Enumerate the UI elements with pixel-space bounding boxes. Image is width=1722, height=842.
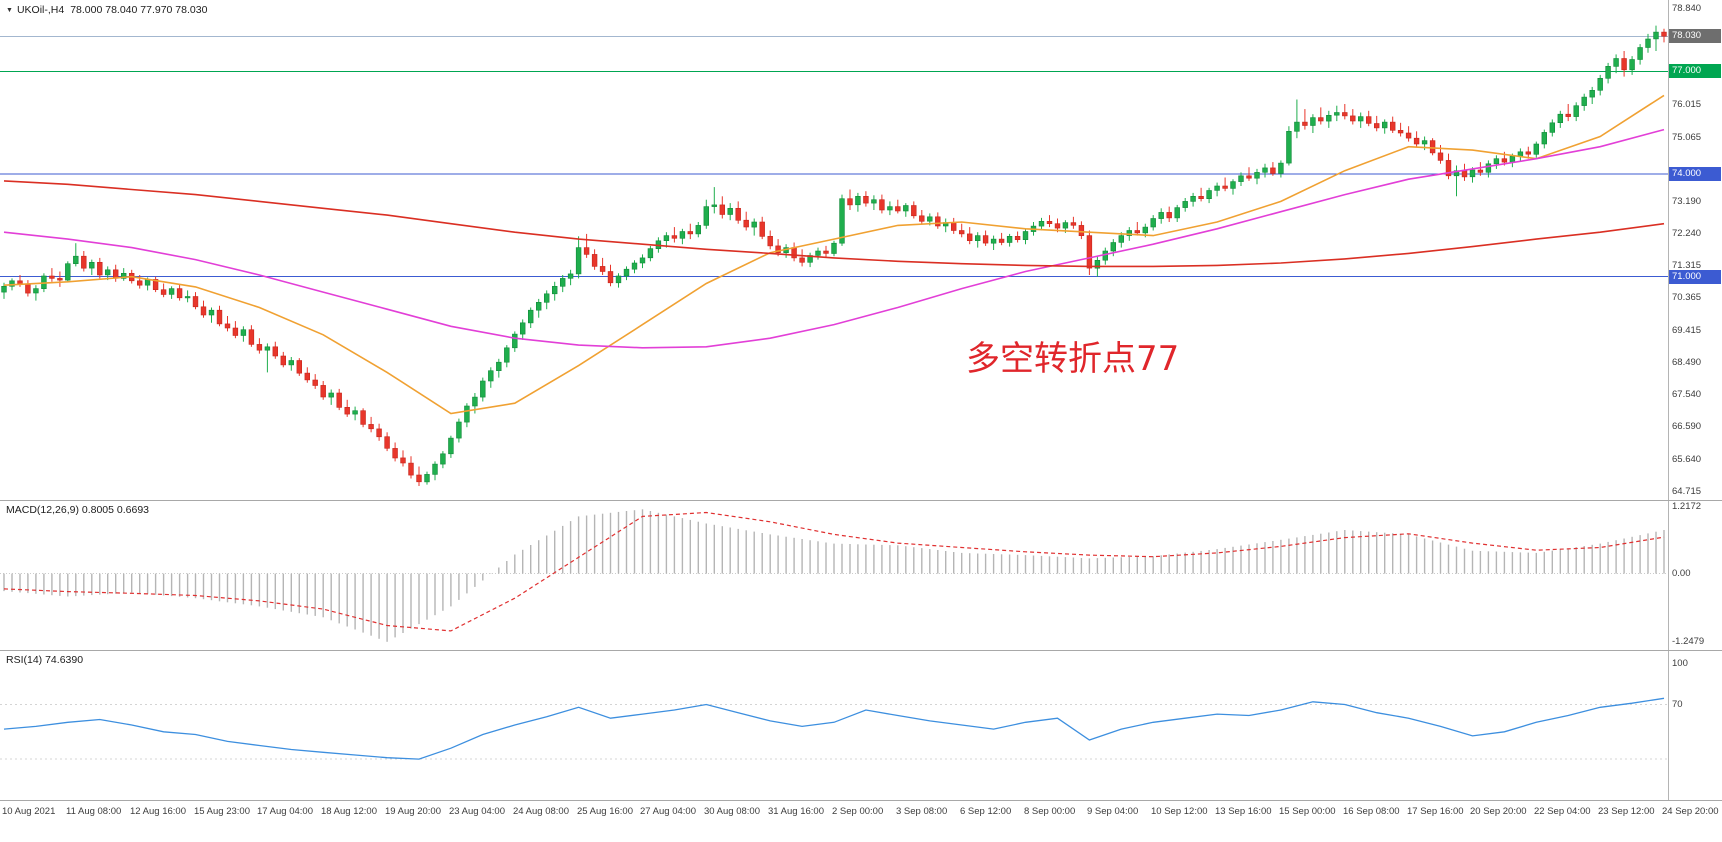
time-axis-label: 23 Sep 12:00 [1598, 806, 1655, 817]
panel-splitter[interactable] [0, 650, 1722, 653]
time-axis-label: 24 Aug 08:00 [513, 806, 569, 817]
time-axis-label: 22 Sep 04:00 [1534, 806, 1591, 817]
price-axis-label: 75.065 [1672, 132, 1702, 143]
time-axis-label: 25 Aug 16:00 [577, 806, 633, 817]
time-axis-label: 13 Sep 16:00 [1215, 806, 1272, 817]
ma-fast-orange [3, 94, 1665, 415]
time-axis-label: 17 Sep 16:00 [1407, 806, 1464, 817]
price-level-box-78.030: 78.030 [1668, 29, 1721, 43]
candles-layer [1, 25, 1667, 486]
price-chart-panel[interactable]: ▼ UKOil-,H4 78.000 78.040 77.970 78.030 78… [0, 0, 1722, 500]
time-axis-label: 18 Aug 12:00 [321, 806, 377, 817]
time-axis-label: 16 Sep 08:00 [1343, 806, 1400, 817]
price-axis-label: 68.490 [1672, 357, 1702, 368]
price-axis-label: 76.015 [1672, 99, 1702, 110]
chart-dropdown-arrow-icon[interactable]: ▼ [6, 7, 13, 14]
time-axis-label: 11 Aug 08:00 [66, 806, 122, 817]
price-axis-label: 67.540 [1672, 389, 1702, 400]
time-axis-label: 6 Sep 12:00 [960, 806, 1012, 817]
rsi-axis-label: 70 [1672, 699, 1683, 710]
rsi-line [3, 697, 1665, 760]
rsi-indicator-panel[interactable]: RSI(14) 74.6390 100 70 [0, 650, 1722, 800]
time-axis-label: 19 Aug 20:00 [385, 806, 441, 817]
rsi-indicator-label: RSI(14) 74.6390 [6, 654, 84, 666]
price-axis-label: 70.365 [1672, 292, 1702, 303]
time-axis-label: 17 Aug 04:00 [257, 806, 313, 817]
ma-mid-magenta [3, 128, 1665, 349]
macd-axis: 1.2172 0.00 -1.2479 [1668, 500, 1722, 650]
time-axis-label: 15 Sep 00:00 [1279, 806, 1336, 817]
time-axis-label: 10 Sep 12:00 [1151, 806, 1208, 817]
price-axis-label: 73.190 [1672, 196, 1702, 207]
macd-signal-line [3, 511, 1665, 632]
price-level-box-74.000: 74.000 [1668, 167, 1721, 181]
time-axis-label: 10 Aug 2021 [2, 806, 56, 817]
macd-indicator-label: MACD(12,26,9) 0.8005 0.6693 [6, 504, 150, 516]
time-axis-label: 2 Sep 00:00 [832, 806, 884, 817]
time-axis-label: 20 Sep 20:00 [1470, 806, 1527, 817]
time-axis-label: 15 Aug 23:00 [194, 806, 250, 817]
chart-annotation-text[interactable]: 多空转折点77 [966, 339, 1180, 379]
time-axis-label: 24 Sep 20:00 [1662, 806, 1719, 817]
panel-splitter[interactable] [0, 500, 1722, 503]
macd-plot-surface[interactable] [0, 500, 1668, 650]
time-axis-label: 8 Sep 00:00 [1024, 806, 1076, 817]
price-axis-label: 69.415 [1672, 325, 1702, 336]
rsi-plot-surface[interactable] [0, 650, 1668, 800]
rsi-axis-label: 100 [1672, 658, 1688, 669]
price-axis-separator [1668, 0, 1669, 800]
price-axis[interactable]: 78.840 76.015 75.065 73.190 72.240 71.315 70.3… [1668, 0, 1722, 500]
macd-axis-label: 1.2172 [1672, 501, 1702, 512]
price-axis-label: 64.715 [1672, 486, 1702, 497]
price-axis-label: 71.315 [1672, 260, 1702, 271]
panel-splitter[interactable] [0, 800, 1722, 803]
price-level-box-77.000: 77.000 [1668, 64, 1721, 78]
ma-slow-red [3, 180, 1665, 268]
price-plot-surface[interactable] [0, 0, 1668, 500]
time-axis[interactable]: 10 Aug 2021 11 Aug 08:00 12 Aug 16:00 15 Au… [0, 800, 1722, 842]
time-axis-label: 9 Sep 04:00 [1087, 806, 1139, 817]
time-axis-label: 31 Aug 16:00 [768, 806, 824, 817]
macd-axis-label: -1.2479 [1672, 636, 1705, 647]
macd-indicator-panel[interactable]: MACD(12,26,9) 0.8005 0.6693 1.2172 0.00 -1… [0, 500, 1722, 650]
time-axis-label: 27 Aug 04:00 [640, 806, 696, 817]
chart-title: ▼ UKOil-,H4 78.000 78.040 77.970 78.030 [6, 4, 207, 16]
macd-axis-label: 0.00 [1672, 568, 1691, 579]
price-axis-label: 66.590 [1672, 421, 1702, 432]
price-axis-label: 65.640 [1672, 454, 1702, 465]
ohlc-values: 78.000 78.040 77.970 78.030 [70, 4, 208, 16]
price-axis-label: 78.840 [1672, 3, 1702, 14]
time-axis-label: 23 Aug 04:00 [449, 806, 505, 817]
time-axis-label: 3 Sep 08:00 [896, 806, 948, 817]
time-axis-label: 30 Aug 08:00 [704, 806, 760, 817]
macd-histogram [3, 509, 1665, 642]
rsi-axis: 100 70 [1668, 650, 1722, 800]
price-axis-label: 72.240 [1672, 228, 1702, 239]
symbol-timeframe-label: UKOil-,H4 [16, 4, 65, 16]
time-axis-label: 12 Aug 16:00 [130, 806, 186, 817]
price-level-box-71.000: 71.000 [1668, 270, 1721, 284]
